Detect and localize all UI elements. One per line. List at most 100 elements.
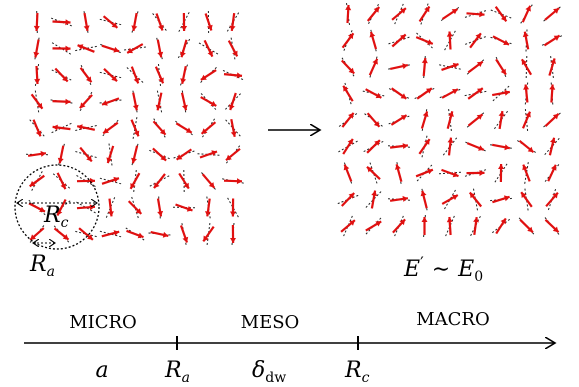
spin-arrowhead [522,164,528,171]
spin-arrowhead [498,164,504,169]
disordered-spin-lattice [25,10,244,246]
spin-arrowhead [200,74,207,80]
spin-arrowhead [452,89,458,95]
spin-arrowhead [552,192,558,199]
spin-arrowhead [57,157,64,164]
spin-arrowhead [477,88,483,94]
spin-arrowhead [375,92,382,99]
spin-arrowhead [500,15,507,22]
spin-arrowhead [527,226,533,233]
spin-arrowhead [422,111,429,117]
spin-arrowhead [226,154,232,161]
spin-arrowhead [107,211,114,217]
correlation-radius-circle [14,164,100,250]
spin-arrowhead [427,168,433,175]
spin-arrowhead [40,150,46,157]
spin-arrowhead [130,183,136,189]
spin-arrowhead [550,58,556,64]
spin-arrowhead [86,155,92,162]
spin-arrowhead [348,112,354,119]
spin-arrowhead [210,100,217,107]
r-a-label: Ra [29,252,55,280]
spin-arrowhead [160,155,167,161]
spin-arrowhead [65,98,71,105]
spin-arrowhead [550,137,556,144]
spin-arrowhead [133,130,140,137]
spin-arrowhead [102,100,108,106]
spin-arrowhead [371,190,378,197]
tick-label-r-c: Rc [344,358,370,386]
spin-arrowhead [176,154,183,160]
spin-arrowhead [182,236,189,243]
spin-arrowhead [504,144,510,151]
spin-arrowhead [446,31,453,37]
spin-arrowhead [83,25,90,31]
spin-arrowhead [203,235,209,242]
spin-arrowhead [549,84,556,90]
spin-arrowhead [135,208,142,214]
spin-arrowhead [452,194,458,201]
spin-arrowhead [60,183,66,190]
spin-arrowhead [137,232,144,239]
spin-arrowhead [553,35,560,41]
spin-arrowhead [158,77,164,84]
spin-arrowhead [37,102,43,109]
spin-arrowhead [158,24,164,31]
spin-arrowhead [159,129,166,135]
spin-arrowhead [180,51,186,58]
spin-arrowhead [211,150,217,156]
spin-arrowhead [113,176,119,183]
spin-arrowhead [348,193,355,199]
spin-arrowhead [228,104,235,110]
spin-arrowhead [521,192,527,198]
spin-arrowhead [400,34,406,41]
spin-arrowhead [33,51,40,58]
spin-arrowhead [553,8,559,14]
spin-arrowhead [131,157,137,164]
spin-arrowhead [201,128,208,134]
spin-arrowhead [421,217,428,222]
spin-arrowhead [421,58,428,64]
spin-arrowhead [469,192,476,199]
spin-arrowhead [185,127,192,133]
spin-arrowhead [400,93,407,99]
spin-arrowhead [208,182,215,188]
spin-arrowhead [343,85,349,92]
spin-arrowhead [451,9,458,15]
spin-arrowhead [372,58,378,65]
spin-arrowhead [127,47,133,54]
spin-arrowhead [527,146,534,153]
spin-arrowhead [343,164,350,171]
spin-arrowhead [162,231,169,238]
spin-arrowhead [476,61,483,67]
spin-arrowhead [52,124,58,131]
spin-arrowhead [111,75,117,82]
spin-arrowhead [229,25,236,31]
spin-arrowhead [347,138,353,145]
tick-label-a: a [95,358,108,383]
tick-label-delta-dw: δdw [252,358,286,386]
spin-arrowhead [525,5,531,12]
spin-arrowhead [103,127,109,134]
spin-arrowhead [232,50,238,57]
spin-arrowhead [29,180,36,187]
region-micro-label: MICRO [69,312,137,333]
spin-arrowhead [446,217,453,223]
energy-relation: E′ ∼ E0 [403,253,483,285]
spin-arrowhead [500,218,506,225]
spin-arrowhead [186,206,193,212]
spin-arrowhead [35,130,42,137]
r-c-label: Rc [43,203,69,231]
spin-arrowhead [106,157,113,164]
spin-arrowhead [206,24,213,31]
spin-arrowhead [400,115,407,121]
spin-arrowhead [503,195,510,202]
spin-arrowhead [473,217,479,223]
spin-arrowhead [207,50,213,57]
spin-arrowhead [373,7,380,13]
spin-arrowhead [113,230,120,236]
spin-arrowhead [131,25,138,31]
spin-arrowhead [65,19,71,26]
spin-arrowhead [236,72,242,79]
